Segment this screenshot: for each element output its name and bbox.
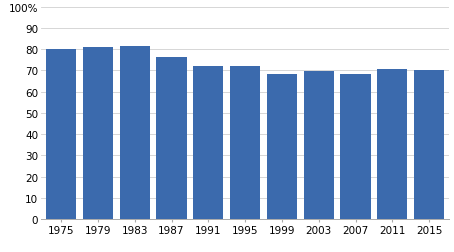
Bar bbox=[46, 50, 76, 219]
Bar bbox=[340, 75, 370, 219]
Bar bbox=[304, 72, 334, 219]
Bar bbox=[83, 47, 113, 219]
Bar bbox=[157, 58, 187, 219]
Bar bbox=[120, 47, 150, 219]
Bar bbox=[414, 71, 444, 219]
Bar bbox=[193, 67, 223, 219]
Bar bbox=[377, 70, 408, 219]
Bar bbox=[267, 75, 297, 219]
Bar bbox=[230, 67, 260, 219]
